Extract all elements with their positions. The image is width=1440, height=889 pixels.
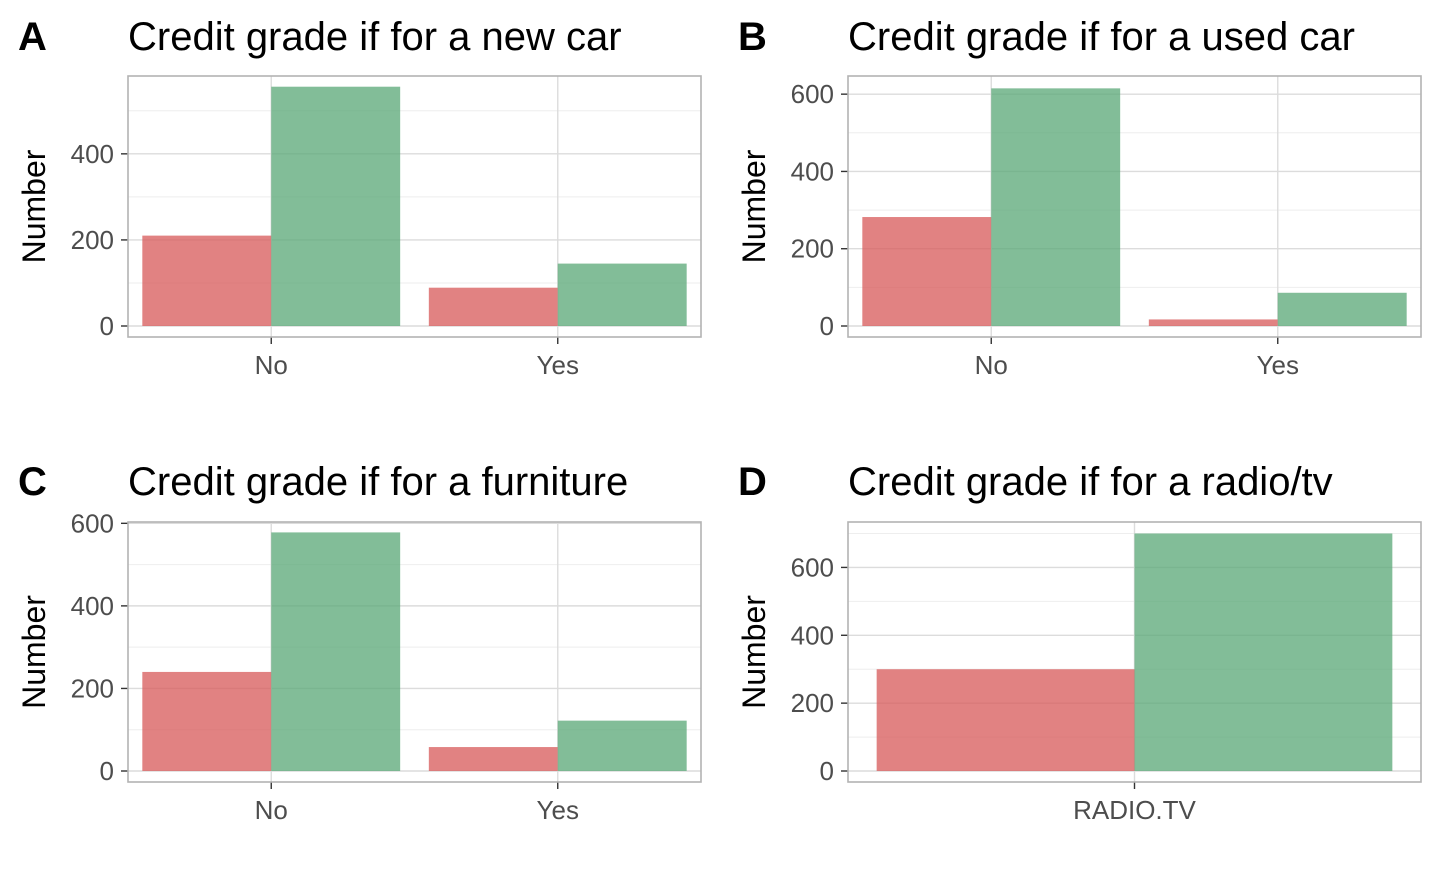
y-tick-label: 400 (791, 620, 834, 650)
y-tick-label: 200 (71, 673, 114, 703)
x-tick-label: No (255, 795, 288, 825)
x-tick-label: Yes (1257, 350, 1299, 380)
y-tick-label: 200 (791, 234, 834, 264)
y-axis-label: Number (736, 595, 772, 709)
y-tick-label: 0 (100, 756, 114, 786)
y-tick-label: 600 (791, 79, 834, 109)
panel-border (127, 75, 702, 338)
panel-label: C (18, 460, 47, 504)
bar-series-1-yes (428, 747, 558, 771)
y-tick-label: 0 (820, 756, 834, 786)
x-tick-label: Yes (537, 795, 579, 825)
chart-title: Credit grade if for a used car (848, 15, 1355, 59)
chart-panel-b: B Credit grade if for a used car Number 0 20… (736, 15, 1422, 380)
chart-title: Credit grade if for a new car (128, 15, 622, 59)
y-tick-label: 400 (791, 156, 834, 186)
panel-label: D (738, 460, 767, 504)
y-tick-label: 200 (71, 225, 114, 255)
y-axis-label: Number (736, 149, 772, 263)
x-tick-label: No (975, 350, 1008, 380)
chart-panel-c: C Credit grade if for a furniture Number 0 2… (16, 460, 702, 825)
x-tick-label: No (255, 350, 288, 380)
x-tick-label: Yes (537, 350, 579, 380)
bar-series-1-radio-tv (876, 669, 1135, 771)
bar-series-1-no (142, 671, 272, 771)
bar-series-2-no (991, 88, 1121, 326)
y-axis-label: Number (16, 149, 52, 263)
chart-title: Credit grade if for a furniture (128, 460, 628, 504)
y-tick-label: 600 (791, 552, 834, 582)
bar-series-1-no (142, 235, 272, 326)
bar-series-2-no (271, 86, 401, 326)
y-tick-label: 200 (791, 688, 834, 718)
bar-series-2-radio-tv (1134, 533, 1393, 771)
panel-label: A (18, 15, 47, 59)
y-tick-label: 400 (71, 139, 114, 169)
y-tick-label: 400 (71, 591, 114, 621)
bar-series-1-yes (1148, 319, 1278, 326)
panel-border (127, 521, 702, 783)
y-tick-label: 0 (100, 311, 114, 341)
panel-border (847, 521, 1422, 783)
panel-border (847, 75, 1422, 338)
y-tick-label: 0 (820, 311, 834, 341)
chart-title: Credit grade if for a radio/tv (848, 460, 1333, 504)
x-tick-label: RADIO.TV (1073, 795, 1196, 825)
bar-series-2-no (271, 532, 401, 771)
bar-series-1-no (862, 217, 992, 326)
y-axis-label: Number (16, 595, 52, 709)
y-tick-label: 600 (71, 508, 114, 538)
bar-series-2-yes (557, 720, 687, 771)
bar-series-1-yes (428, 287, 558, 326)
chart-panel-a: A Credit grade if for a new car Number 0 200… (16, 15, 702, 380)
bar-series-2-yes (1277, 292, 1407, 326)
panel-label: B (738, 15, 767, 59)
bar-series-2-yes (557, 263, 687, 326)
chart-panel-d: D Credit grade if for a radio/tv Number 0 20… (736, 460, 1422, 825)
